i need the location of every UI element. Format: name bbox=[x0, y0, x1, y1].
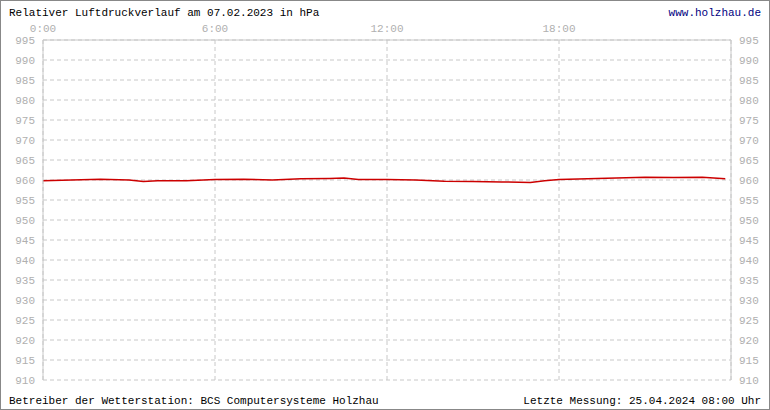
svg-text:930: 930 bbox=[739, 295, 759, 307]
svg-text:970: 970 bbox=[739, 135, 759, 147]
svg-text:970: 970 bbox=[15, 135, 35, 147]
svg-text:960: 960 bbox=[739, 175, 759, 187]
svg-text:925: 925 bbox=[15, 315, 35, 327]
svg-text:18:00: 18:00 bbox=[542, 23, 575, 35]
html-text:Letzte Messung: 25.04.2024 08:: Letzte Messung: 25.04.2024 08:00 Uhr bbox=[523, 395, 761, 407]
svg-text:930: 930 bbox=[15, 295, 35, 307]
html-text:www.holzhau.de: www.holzhau.de bbox=[668, 7, 761, 19]
svg-text:935: 935 bbox=[15, 275, 35, 287]
svg-text:925: 925 bbox=[739, 315, 759, 327]
svg-text:940: 940 bbox=[15, 255, 35, 267]
svg-text:12:00: 12:00 bbox=[370, 23, 403, 35]
svg-text:910: 910 bbox=[739, 375, 759, 387]
html-text:Betreiber der Wetterstation: B: Betreiber der Wetterstation: BCS Compute… bbox=[9, 395, 379, 407]
svg-text:975: 975 bbox=[739, 115, 759, 127]
svg-text:975: 975 bbox=[15, 115, 35, 127]
svg-text:995: 995 bbox=[15, 35, 35, 47]
svg-text:0:00: 0:00 bbox=[30, 23, 56, 35]
svg-text:960: 960 bbox=[15, 175, 35, 187]
html-text:Relativer Luftdruckverlauf am: Relativer Luftdruckverlauf am 07.02.2023… bbox=[9, 7, 320, 19]
svg-text:915: 915 bbox=[15, 355, 35, 367]
svg-text:940: 940 bbox=[739, 255, 759, 267]
svg-text:980: 980 bbox=[739, 95, 759, 107]
svg-text:995: 995 bbox=[739, 35, 759, 47]
svg-text:945: 945 bbox=[739, 235, 759, 247]
svg-text:920: 920 bbox=[15, 335, 35, 347]
svg-text:965: 965 bbox=[739, 155, 759, 167]
svg-text:935: 935 bbox=[739, 275, 759, 287]
svg-text:990: 990 bbox=[15, 55, 35, 67]
svg-text:955: 955 bbox=[739, 195, 759, 207]
svg-text:6:00: 6:00 bbox=[202, 23, 228, 35]
svg-text:945: 945 bbox=[15, 235, 35, 247]
svg-text:980: 980 bbox=[15, 95, 35, 107]
svg-text:950: 950 bbox=[15, 215, 35, 227]
svg-text:915: 915 bbox=[739, 355, 759, 367]
svg-text:920: 920 bbox=[739, 335, 759, 347]
svg-text:965: 965 bbox=[15, 155, 35, 167]
svg-text:950: 950 bbox=[739, 215, 759, 227]
svg-text:985: 985 bbox=[15, 75, 35, 87]
svg-text:955: 955 bbox=[15, 195, 35, 207]
svg-text:985: 985 bbox=[739, 75, 759, 87]
svg-text:990: 990 bbox=[739, 55, 759, 67]
svg-text:910: 910 bbox=[15, 375, 35, 387]
